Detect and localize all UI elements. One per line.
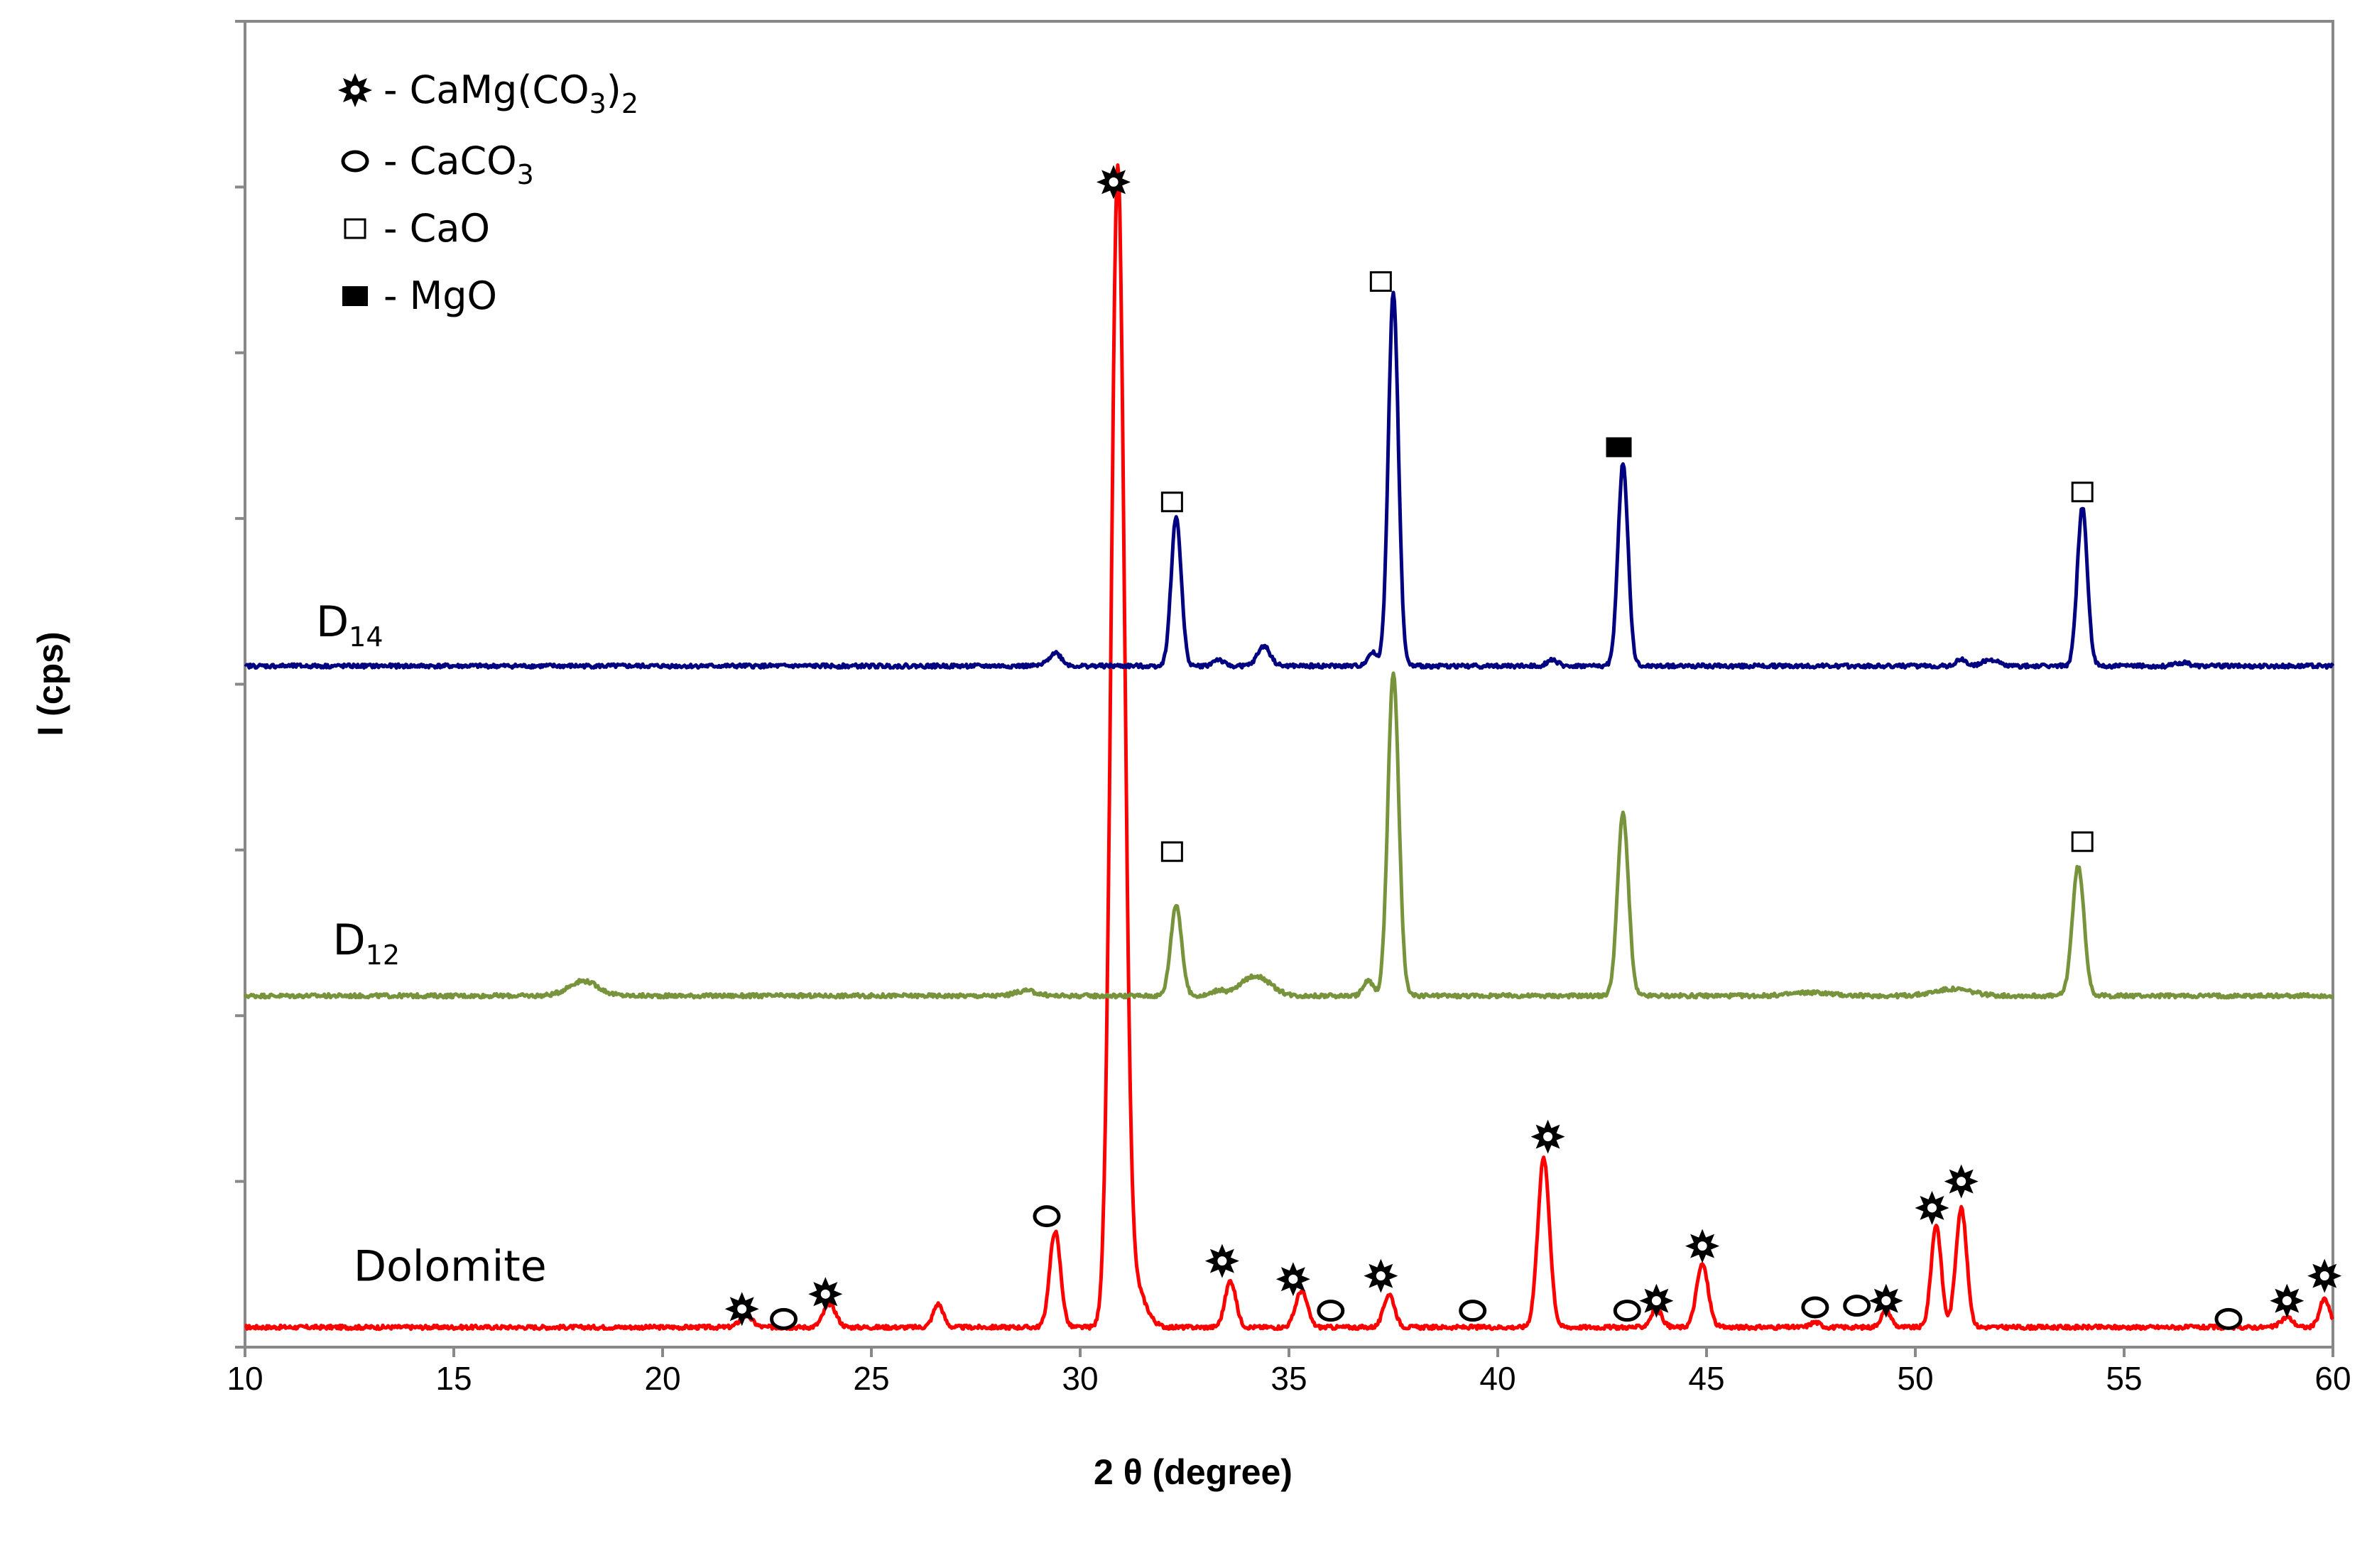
x-ticks: 10 15 20 25 30 35 40 45 50 55 60 xyxy=(227,1347,2351,1397)
legend-label: - CaMg(CO3)2 xyxy=(383,67,638,119)
x-tick-label: 15 xyxy=(435,1360,472,1397)
series-label-d14: D14 xyxy=(316,597,383,653)
x-tick-label: 60 xyxy=(2314,1360,2351,1397)
star-marker xyxy=(1204,1243,1239,1278)
y-axis-title: I (cps) xyxy=(31,631,70,736)
circle-marker xyxy=(1033,1205,1061,1228)
circle-marker xyxy=(1843,1295,1871,1317)
legend-label: - MgO xyxy=(383,273,497,318)
x-tick-label: 25 xyxy=(853,1360,889,1397)
series-label-sub: 14 xyxy=(349,621,383,653)
circle-marker xyxy=(1801,1296,1829,1319)
star-marker xyxy=(1275,1262,1310,1297)
circle-marker xyxy=(770,1307,798,1330)
star-marker xyxy=(1685,1229,1720,1263)
star-marker xyxy=(2270,1283,2305,1318)
x-tick-label: 20 xyxy=(644,1360,680,1397)
x-axis-title: 2 θ (degree) xyxy=(1094,1452,1293,1492)
open-square-marker xyxy=(1160,491,1183,513)
series-line-d14 xyxy=(244,290,2335,670)
x-tick-label: 50 xyxy=(1897,1360,1933,1397)
series-label-sub: 12 xyxy=(366,940,400,971)
x-tick-label: 30 xyxy=(1062,1360,1098,1397)
star-marker xyxy=(1868,1283,1903,1318)
star-marker xyxy=(724,1292,759,1327)
x-tick-label: 10 xyxy=(227,1360,263,1397)
circle-marker xyxy=(1317,1300,1345,1322)
star-marker xyxy=(1530,1119,1565,1154)
series-line-dolomite xyxy=(244,163,2334,1332)
legend-filled-square-icon xyxy=(342,286,368,306)
x-tick-label: 55 xyxy=(2106,1360,2142,1397)
plot-frame xyxy=(244,20,2334,1349)
open-square-marker xyxy=(1369,271,1392,292)
filled-square-marker xyxy=(1606,437,1632,457)
star-marker xyxy=(1915,1191,1949,1225)
legend-circle-icon xyxy=(341,150,369,173)
series-lines xyxy=(243,163,2335,1332)
open-square-marker xyxy=(2071,481,2094,503)
star-marker xyxy=(1097,165,1131,200)
series-label-main: D xyxy=(332,915,365,965)
open-square-marker xyxy=(1160,841,1183,862)
series-label-d12: D12 xyxy=(332,915,400,971)
star-marker xyxy=(1364,1258,1398,1293)
series-line-d12 xyxy=(243,671,2335,1000)
series-label-main: Dolomite xyxy=(354,1242,547,1292)
legend: - CaMg(CO3)2 - CaCO3 - CaO - MgO xyxy=(338,67,638,318)
legend-star-icon xyxy=(338,73,372,107)
x-tick-label: 35 xyxy=(1270,1360,1307,1397)
open-square-marker xyxy=(2071,831,2094,852)
x-tick-label: 40 xyxy=(1479,1360,1516,1397)
series-label-dolomite: Dolomite xyxy=(354,1242,547,1292)
star-marker xyxy=(2307,1258,2342,1293)
peak-markers xyxy=(724,165,2342,1330)
circle-marker xyxy=(1459,1300,1487,1322)
circle-marker xyxy=(1613,1300,1641,1322)
legend-label: - CaCO3 xyxy=(383,138,534,190)
x-tick-label: 45 xyxy=(1688,1360,1724,1397)
star-marker xyxy=(1944,1164,1979,1199)
series-label-main: D xyxy=(316,597,349,647)
circle-marker xyxy=(2214,1307,2243,1330)
legend-open-square-icon xyxy=(344,218,366,239)
star-marker xyxy=(1639,1283,1674,1318)
legend-label: - CaO xyxy=(383,206,490,251)
y-ticks xyxy=(235,20,245,1349)
star-marker xyxy=(808,1277,843,1312)
